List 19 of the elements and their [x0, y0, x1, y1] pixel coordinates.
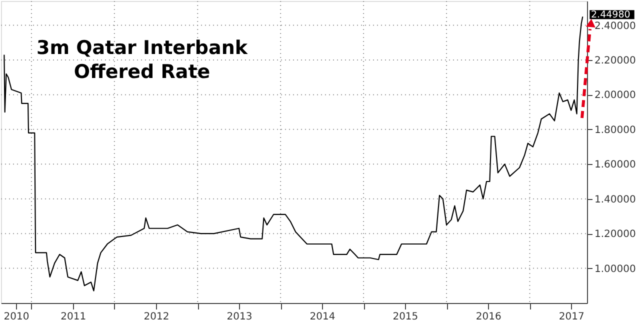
y-tick-label: 2.40000 — [594, 20, 636, 32]
y-tick-label: 1.00000 — [594, 264, 636, 275]
y-tick-label: 1.20000 — [594, 229, 636, 240]
x-tick-label: 2012 — [144, 312, 170, 322]
x-tick-label: 2013 — [226, 312, 252, 322]
x-tick-label: 2016 — [476, 312, 502, 322]
x-tick-label: 2015 — [392, 312, 418, 322]
x-tick-label: 2010 — [4, 312, 30, 322]
y-tick-label: 1.40000 — [594, 194, 636, 206]
x-tick-label: 2014 — [310, 312, 336, 322]
x-tick-label: 2017 — [558, 312, 584, 322]
y-tick-label: 1.80000 — [594, 124, 636, 136]
y-tick-label: 1.60000 — [594, 160, 636, 171]
text: 3m Qatar Interbank Offered Rate — [36, 37, 248, 83]
x-tick-label: 2011 — [60, 312, 86, 322]
y-tick-label: 2.00000 — [594, 90, 636, 102]
line-series — [4, 16, 584, 292]
annotation: 2.44980 — [591, 10, 630, 21]
y-tick-label: 2.20000 — [594, 56, 636, 67]
